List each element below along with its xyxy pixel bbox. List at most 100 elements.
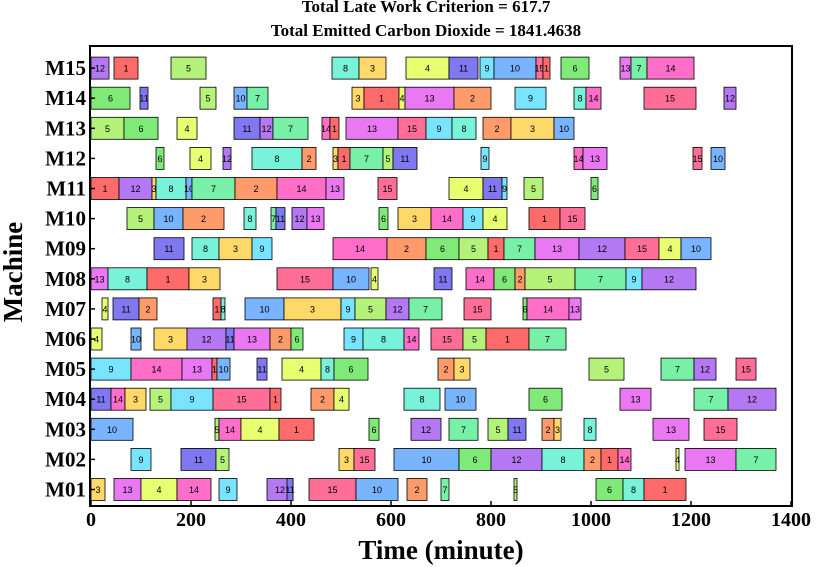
operation-job-label: 11 — [488, 184, 497, 194]
operation-bar-m13-job-6: 6 — [123, 116, 159, 140]
operation-job-label: 15 — [407, 124, 417, 134]
operation-bar-rect — [130, 327, 142, 351]
operation-bar-rect — [619, 387, 652, 411]
operation-job-label: 12 — [597, 244, 607, 254]
operation-job-label: 3 — [355, 94, 360, 104]
operation-job-label: 13 — [424, 94, 434, 104]
operation-job-label: 5 — [138, 214, 143, 224]
operation-bar-rect — [353, 447, 376, 471]
operation-job-label: 2 — [320, 395, 325, 405]
operation-bar-m04-job-3: 3 — [124, 387, 147, 411]
operation-bar-rect — [646, 56, 695, 80]
operation-bar-rect — [278, 417, 315, 441]
operation-bar-m02-job-14: 14 — [617, 447, 632, 471]
operation-job-label: 6 — [348, 365, 353, 375]
operation-job-label: 12 — [747, 395, 757, 405]
operation-bar-m12-job-3: 3 — [332, 146, 339, 170]
operation-bar-m08-job-3: 3 — [188, 267, 221, 291]
operation-job-label: 1 — [544, 64, 549, 74]
operation-bar-m09-job-2: 2 — [386, 237, 427, 261]
operation-job-label: 15 — [327, 485, 337, 495]
operation-bar-m08-job-12: 12 — [641, 267, 697, 291]
operation-job-label: 4 — [675, 455, 680, 465]
operation-bar-rect — [440, 478, 450, 501]
x-tick-label-400: 400 — [276, 509, 306, 531]
operation-bar-m13-job-4: 4 — [176, 116, 198, 140]
operation-job-label: 11 — [194, 455, 203, 465]
operation-bar-rect — [463, 297, 492, 321]
operation-bar-m03-job-5: 5 — [487, 417, 509, 441]
operation-bar-rect — [514, 86, 547, 110]
operation-job-label: 13 — [122, 485, 132, 495]
operation-bar-m14-job-4: 4 — [398, 86, 406, 110]
operation-bar-rect — [170, 56, 207, 80]
operation-job-label: 12 — [511, 455, 521, 465]
operation-bar-m04-job-5: 5 — [149, 387, 172, 411]
operation-bar-m01-job-15: 15 — [308, 478, 357, 501]
operation-bar-m10-job-6: 6 — [378, 207, 389, 231]
operation-job-label: 13 — [570, 304, 580, 314]
operation-bar-m06-job-11: 11 — [225, 327, 235, 351]
operation-job-label: 13 — [630, 395, 640, 405]
operation-bar-m06-job-3: 3 — [153, 327, 188, 351]
operation-job-label: 8 — [461, 124, 466, 134]
operation-bar-m02-job-1: 1 — [600, 447, 619, 471]
machine-tick-m12: M12 — [45, 146, 86, 170]
operation-job-label: 5 — [531, 184, 536, 194]
operation-job-label: 12 — [392, 304, 402, 314]
operation-bar-m03-job-13: 13 — [652, 417, 690, 441]
operation-bar-m07-job-9: 9 — [340, 297, 356, 321]
operation-bar-rect — [403, 327, 420, 351]
operation-job-label: 10 — [421, 455, 431, 465]
operation-bar-m05-job-2: 2 — [437, 357, 455, 381]
operation-job-label: 7 — [636, 64, 641, 74]
operation-bar-m10-job-10: 10 — [153, 207, 184, 231]
operation-bar-m08-job-5: 5 — [524, 267, 576, 291]
operation-job-label: 10 — [346, 274, 356, 284]
operation-bar-m07-job-11: 11 — [112, 297, 140, 321]
operation-bar-m05-job-4: 4 — [281, 357, 322, 381]
operation-bar-m11-job-11: 11 — [482, 177, 503, 200]
operation-bar-rect — [408, 297, 443, 321]
operation-job-label: 3 — [202, 274, 207, 284]
operation-bar-m04-job-6: 6 — [528, 387, 563, 411]
operation-job-label: 1 — [102, 184, 107, 194]
operation-bar-m03-job-2: 2 — [541, 417, 555, 441]
operation-bar-m12-job-2: 2 — [301, 146, 317, 170]
operation-job-label: 4 — [198, 154, 203, 164]
operation-bar-m09-job-1: 1 — [487, 237, 505, 261]
operation-bar-m04-job-14: 14 — [110, 387, 126, 411]
operation-bar-m01-job-1: 1 — [643, 478, 687, 501]
operation-job-label: 1 — [332, 124, 337, 134]
operation-bar-m08-job-14: 14 — [465, 267, 495, 291]
machine-tick-labels: M01 M02 M03 M04 M05 M06 M07 M08 M09 M10 M11 M12 M13 M… — [45, 56, 95, 502]
operation-bar-m11-job-9: 9 — [501, 177, 508, 200]
operation-bar-m11-job-12: 12 — [118, 177, 153, 200]
operation-bar-m01-job-11: 11 — [285, 478, 295, 501]
operation-job-label: 9 — [484, 64, 489, 74]
operation-bar-rect — [153, 237, 185, 261]
operation-job-label: 1 — [212, 365, 217, 375]
operation-bar-m09-job-15: 15 — [624, 237, 660, 261]
operation-job-label: 3 — [310, 304, 315, 314]
operation-job-label: 8 — [220, 304, 225, 314]
operation-job-label: 3 — [151, 184, 156, 194]
operation-bar-m15-job-3: 3 — [358, 56, 387, 80]
machine-tick-m03: M03 — [45, 417, 86, 441]
operation-bar-m11-job-8: 8 — [155, 177, 187, 200]
operation-job-label: 7 — [675, 365, 680, 375]
operation-bar-rect — [559, 207, 586, 231]
operation-bar-m06-job-12: 12 — [186, 327, 227, 351]
operation-bar-m14-job-8: 8 — [573, 86, 587, 110]
operation-bar-m05-job-8: 8 — [320, 357, 335, 381]
operation-bar-m11-job-14: 14 — [276, 177, 327, 200]
operation-bar-rect — [453, 86, 492, 110]
operation-job-label: 11 — [257, 365, 266, 375]
operation-bar-m15-job-10: 10 — [493, 56, 537, 80]
chart-title-line-1: Total Late Work Criterion = 617.7 — [302, 0, 551, 16]
operation-bar-rect — [692, 146, 703, 170]
operation-bar-m14-job-15: 15 — [643, 86, 697, 110]
operation-job-label: 1 — [662, 485, 667, 495]
operation-bar-m13-job-2: 2 — [482, 116, 512, 140]
operation-bar-rect — [560, 56, 590, 80]
